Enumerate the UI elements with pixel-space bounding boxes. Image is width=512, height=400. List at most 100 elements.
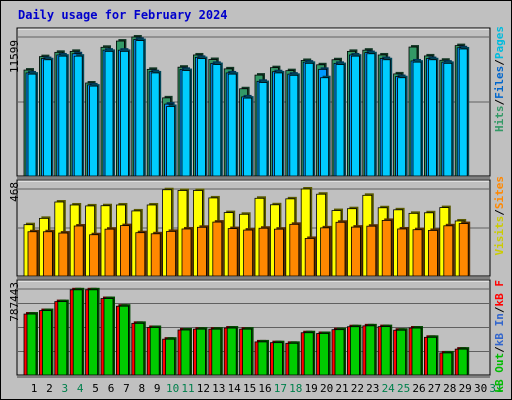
pages-bar [289, 74, 299, 177]
pages-bar [427, 59, 437, 177]
pages-bar [27, 73, 37, 177]
panel2-legend-item: / [493, 209, 506, 216]
pages-bar [397, 77, 407, 177]
kbout-bar [211, 328, 222, 376]
kbout-bar [26, 313, 37, 376]
sites-bar [212, 221, 223, 277]
sites-bar [320, 227, 331, 277]
kbout-bar [103, 298, 114, 376]
day-label: 19 [305, 382, 318, 395]
pages-bar [104, 50, 114, 177]
sites-bar [181, 228, 192, 277]
day-label: 4 [77, 382, 84, 395]
kbout-bar [180, 329, 191, 376]
kbout-bar [72, 289, 83, 376]
day-label: 20 [320, 382, 333, 395]
day-label: 6 [108, 382, 115, 395]
kbout-bar [226, 327, 237, 376]
sites-bar [43, 231, 53, 277]
pages-bar [58, 55, 68, 177]
sites-bar [196, 226, 207, 277]
pages-bar [458, 48, 468, 177]
sites-bar [227, 228, 238, 277]
day-label: 16 [258, 382, 271, 395]
day-label: 31 [489, 382, 502, 395]
sites-bar [120, 225, 130, 277]
sites-bar [73, 225, 84, 277]
sites-bar [350, 226, 361, 277]
kbout-bar [303, 332, 314, 376]
kbout-bar [257, 341, 268, 376]
day-label: 2 [46, 382, 53, 395]
sites-bar [150, 233, 161, 277]
sites-bar [366, 225, 377, 277]
kbout-bar [365, 325, 376, 376]
day-label: 3 [61, 382, 68, 395]
kbout-bar [334, 329, 345, 376]
sites-bar [443, 225, 454, 277]
panel3-legend-item: kB F [493, 280, 506, 307]
kbout-bar [411, 327, 422, 376]
sites-bar [89, 234, 99, 277]
panel3-legend-item: kB In [493, 313, 506, 347]
pages-bar [443, 62, 453, 177]
panel3-legend: kB Out/kB In/kB F [493, 280, 506, 393]
panel2-legend-item: Visits [493, 215, 506, 256]
panel1-legend-item: Hits [493, 105, 506, 133]
day-label: 10 [166, 382, 179, 395]
pages-bar [43, 59, 52, 177]
sites-bar [289, 223, 300, 277]
day-label: 13 [212, 382, 225, 395]
day-label: 5 [92, 382, 99, 395]
kbout-bar [149, 327, 160, 376]
day-label: 22 [351, 382, 364, 395]
kbout-bar [57, 301, 68, 376]
kbout-bar [242, 328, 253, 376]
panel1-legend-item: / [493, 59, 506, 66]
kbout-bar [272, 342, 283, 376]
day-label: 29 [459, 382, 472, 395]
pages-bar [196, 58, 206, 177]
pages-bar [73, 55, 83, 177]
day-label: 23 [366, 382, 379, 395]
sites-bar [273, 228, 284, 277]
pages-bar [273, 72, 283, 177]
sites-bar [58, 232, 69, 277]
chart-title: Daily usage for February 2024 [18, 8, 228, 22]
pages-bar [320, 77, 330, 177]
day-label: 8 [138, 382, 145, 395]
pages-bar [166, 106, 176, 177]
kbout-bar [396, 329, 407, 376]
kbout-bar [426, 336, 437, 376]
pages-bar [181, 70, 191, 177]
sites-bar [27, 231, 38, 277]
pages-bar [150, 72, 160, 177]
panel2-ymax-label: 468 [8, 182, 21, 202]
pages-bar [258, 82, 268, 177]
kbout-bar [349, 326, 360, 376]
pages-bar [335, 64, 345, 177]
kbout-bar [442, 352, 453, 376]
day-label: 21 [335, 382, 348, 395]
panel3-legend-item: / [493, 346, 506, 353]
day-label: 30 [474, 382, 487, 395]
day-label: 1 [31, 382, 38, 395]
sites-bar [397, 228, 408, 277]
pages-bar [243, 97, 253, 177]
day-label: 7 [123, 382, 130, 395]
kbout-bar [288, 342, 299, 376]
pages-bar [350, 55, 360, 177]
panel3-legend-item: / [493, 306, 506, 314]
day-label: 12 [197, 382, 210, 395]
sites-bar [135, 232, 146, 277]
kbout-bar [195, 328, 206, 376]
kbout-bar [457, 348, 468, 376]
pages-bar [212, 64, 222, 177]
pages-bar [120, 50, 129, 177]
panel2-legend-item: Sites [493, 176, 506, 210]
pages-bar [304, 62, 314, 177]
sites-bar [243, 229, 254, 277]
kbout-bar [88, 289, 98, 376]
panel1-legend: Hits/Files/Pages [493, 26, 506, 132]
